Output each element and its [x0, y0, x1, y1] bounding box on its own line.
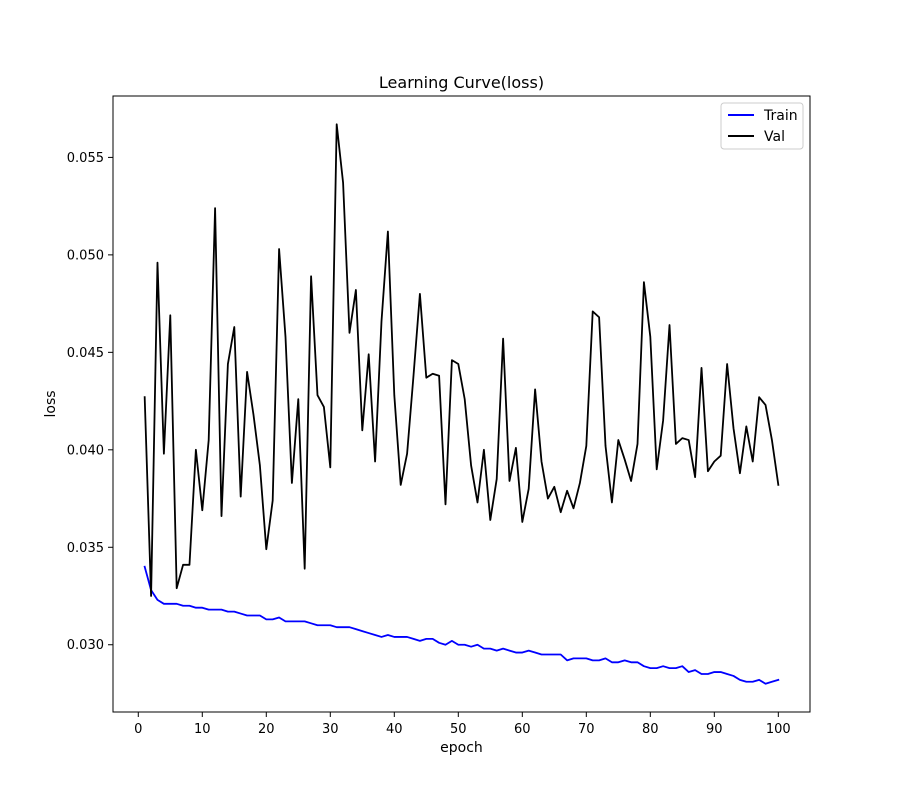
legend-train-label: Train — [763, 108, 798, 124]
x-tick-label: 20 — [258, 722, 275, 737]
y-tick-label: 0.050 — [67, 248, 104, 263]
y-axis-ticks: 0.030 0.035 0.040 0.045 0.050 0.055 — [67, 151, 113, 653]
series-line-val — [143, 123, 780, 597]
series-lines — [143, 123, 780, 685]
x-tick-label: 0 — [134, 722, 142, 737]
series-line-train — [143, 565, 780, 685]
y-tick-label: 0.045 — [67, 346, 104, 361]
y-tick-label: 0.055 — [67, 151, 104, 166]
x-tick-label: 70 — [578, 722, 595, 737]
x-tick-label: 90 — [706, 722, 723, 737]
legend-val-label: Val — [764, 129, 785, 145]
legend: Train Val — [720, 102, 804, 150]
y-tick-label: 0.040 — [67, 443, 104, 458]
x-axis-ticks: 0 10 20 30 40 50 60 70 80 90 100 — [134, 712, 791, 737]
y-axis-label: loss — [43, 390, 59, 417]
x-tick-label: 60 — [514, 722, 531, 737]
x-tick-label: 50 — [450, 722, 467, 737]
chart-title: Learning Curve(loss) — [379, 73, 544, 92]
plot-frame — [112, 95, 811, 713]
plot-area: 0 10 20 30 40 50 60 70 80 90 100 0.0300.0350.0400.… — [67, 95, 811, 737]
x-axis-label: epoch — [440, 740, 483, 756]
y-tick-label: 0.030 — [67, 638, 104, 653]
x-tick-label: 100 — [766, 722, 791, 737]
x-tick-label: 40 — [386, 722, 403, 737]
x-tick-label: 80 — [642, 722, 659, 737]
y-tick-label: 0.035 — [67, 541, 104, 556]
x-tick-label: 30 — [322, 722, 339, 737]
x-tick-label: 10 — [194, 722, 211, 737]
